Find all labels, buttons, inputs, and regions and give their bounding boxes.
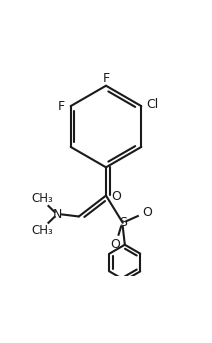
Text: F: F	[58, 99, 65, 113]
Text: S: S	[119, 216, 127, 229]
Text: CH₃: CH₃	[31, 224, 53, 237]
Text: O: O	[142, 206, 152, 219]
Text: Cl: Cl	[147, 97, 159, 110]
Text: O: O	[112, 190, 121, 203]
Text: O: O	[110, 238, 120, 251]
Text: N: N	[53, 208, 63, 221]
Text: F: F	[102, 72, 110, 85]
Text: CH₃: CH₃	[31, 192, 53, 205]
